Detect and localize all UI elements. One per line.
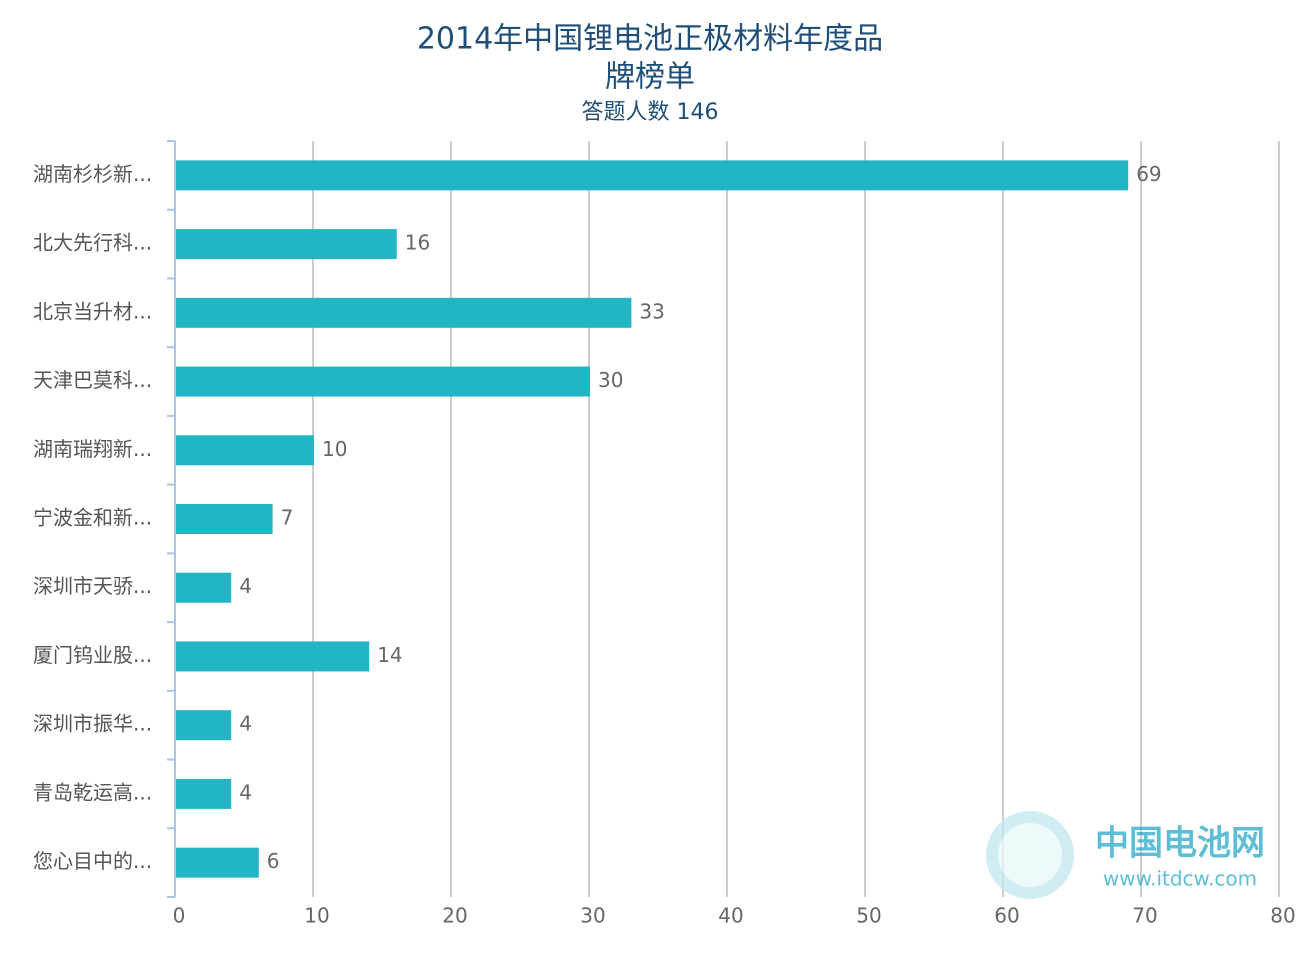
x-tick-label: 20 (442, 904, 467, 928)
data-label: 6 (267, 849, 280, 873)
data-label: 4 (239, 780, 252, 804)
chart-title: 2014年中国锂电池正极材料年度品 (417, 22, 883, 57)
data-label: 33 (639, 299, 664, 323)
x-tick-label: 70 (1132, 904, 1157, 928)
data-label: 10 (322, 437, 347, 461)
x-tick-label: 0 (173, 904, 186, 928)
watermark-name: 中国电池网 (1095, 824, 1265, 864)
y-tick-label: 厦门钨业股... (33, 643, 152, 667)
chart-subtitle: 答题人数 146 (582, 100, 719, 125)
y-tick-label: 深圳市天骄... (33, 574, 152, 598)
y-tick-label: 北京当升材... (33, 299, 152, 323)
bar (176, 229, 397, 260)
bar (176, 297, 632, 328)
bar (176, 504, 273, 534)
y-tick-label: 北大先行科... (33, 231, 152, 255)
x-tick-label: 60 (994, 904, 1019, 928)
y-tick-label: 青岛乾运高... (33, 780, 152, 804)
y-tick-label: 您心目中的... (33, 849, 152, 873)
data-label: 69 (1136, 162, 1161, 186)
bar (176, 710, 232, 741)
x-tick-label: 40 (718, 904, 743, 928)
bar (176, 366, 590, 397)
data-label: 4 (239, 712, 252, 736)
watermark-url: www.itdcw.com (1103, 867, 1257, 891)
bar (176, 435, 314, 466)
y-tick-label: 湖南瑞翔新... (33, 437, 152, 461)
bar (176, 160, 1129, 191)
bar (176, 641, 370, 672)
watermark-logo (998, 823, 1062, 887)
x-tick-label: 30 (580, 904, 605, 928)
chart-title: 牌榜单 (605, 60, 695, 95)
data-label: 16 (405, 231, 430, 255)
data-label: 30 (598, 368, 623, 392)
bar (176, 572, 232, 603)
y-tick-label: 天津巴莫科... (33, 368, 152, 392)
bar (176, 778, 232, 809)
x-tick-label: 80 (1270, 904, 1295, 928)
data-label: 14 (377, 643, 402, 667)
y-tick-label: 深圳市振华... (33, 712, 152, 736)
x-tick-label: 50 (856, 904, 881, 928)
watermark: 中国电池网 www.itdcw.com (986, 811, 1265, 899)
y-tick-label: 宁波金和新... (33, 506, 152, 530)
data-label: 7 (281, 506, 294, 530)
data-label: 4 (239, 574, 252, 598)
bar (176, 847, 259, 878)
x-tick-label: 10 (304, 904, 329, 928)
y-tick-label: 湖南杉杉新... (33, 162, 152, 186)
